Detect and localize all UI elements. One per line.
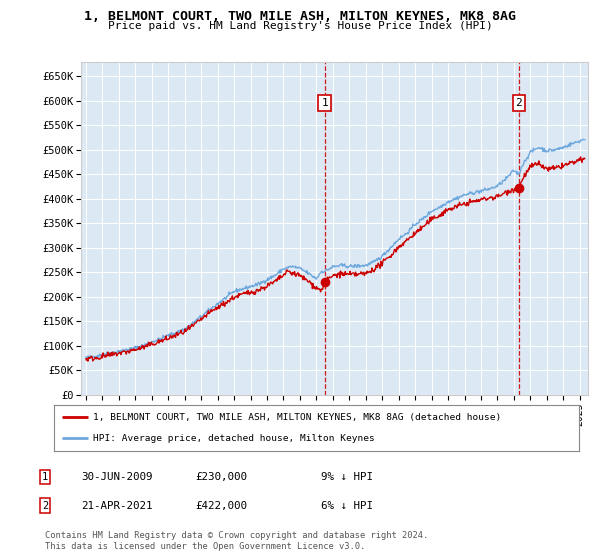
Text: 21-APR-2021: 21-APR-2021 [81, 501, 152, 511]
Text: 1: 1 [42, 472, 48, 482]
Text: 1: 1 [321, 98, 328, 108]
Text: 9% ↓ HPI: 9% ↓ HPI [321, 472, 373, 482]
Text: 2: 2 [515, 98, 522, 108]
Text: £422,000: £422,000 [195, 501, 247, 511]
Text: 1, BELMONT COURT, TWO MILE ASH, MILTON KEYNES, MK8 8AG: 1, BELMONT COURT, TWO MILE ASH, MILTON K… [84, 10, 516, 23]
Text: Price paid vs. HM Land Registry's House Price Index (HPI): Price paid vs. HM Land Registry's House … [107, 21, 493, 31]
Text: 1, BELMONT COURT, TWO MILE ASH, MILTON KEYNES, MK8 8AG (detached house): 1, BELMONT COURT, TWO MILE ASH, MILTON K… [94, 413, 502, 422]
Text: This data is licensed under the Open Government Licence v3.0.: This data is licensed under the Open Gov… [45, 542, 365, 551]
Text: Contains HM Land Registry data © Crown copyright and database right 2024.: Contains HM Land Registry data © Crown c… [45, 531, 428, 540]
Text: 30-JUN-2009: 30-JUN-2009 [81, 472, 152, 482]
Text: £230,000: £230,000 [195, 472, 247, 482]
Text: HPI: Average price, detached house, Milton Keynes: HPI: Average price, detached house, Milt… [94, 434, 375, 443]
Text: 2: 2 [42, 501, 48, 511]
Text: 6% ↓ HPI: 6% ↓ HPI [321, 501, 373, 511]
